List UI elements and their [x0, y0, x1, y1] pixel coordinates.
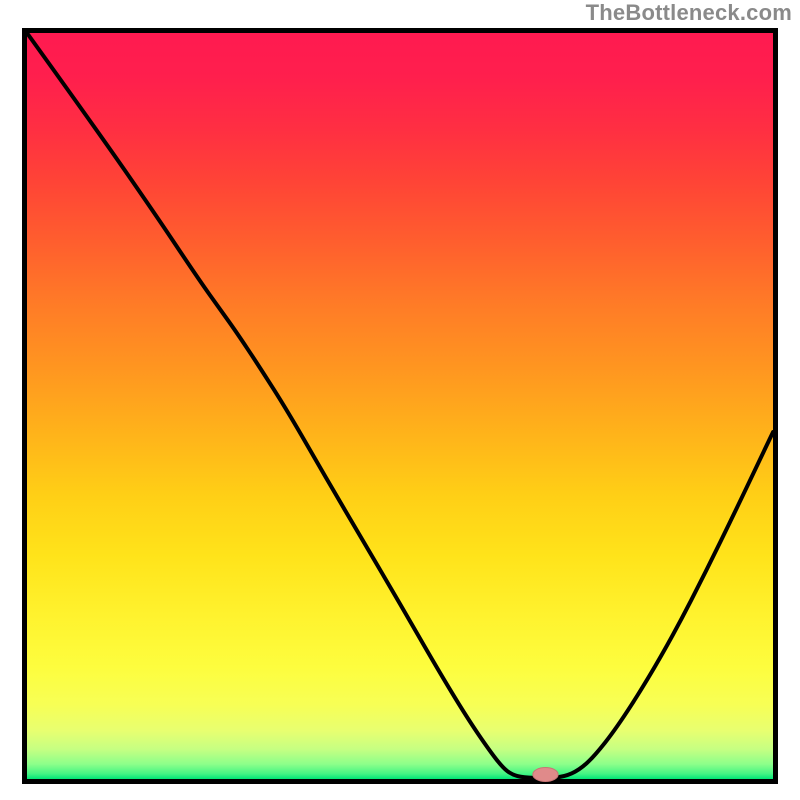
- chart-frame: TheBottleneck.com: [0, 0, 800, 800]
- gradient-background: [27, 33, 773, 779]
- watermark-text: TheBottleneck.com: [586, 0, 792, 26]
